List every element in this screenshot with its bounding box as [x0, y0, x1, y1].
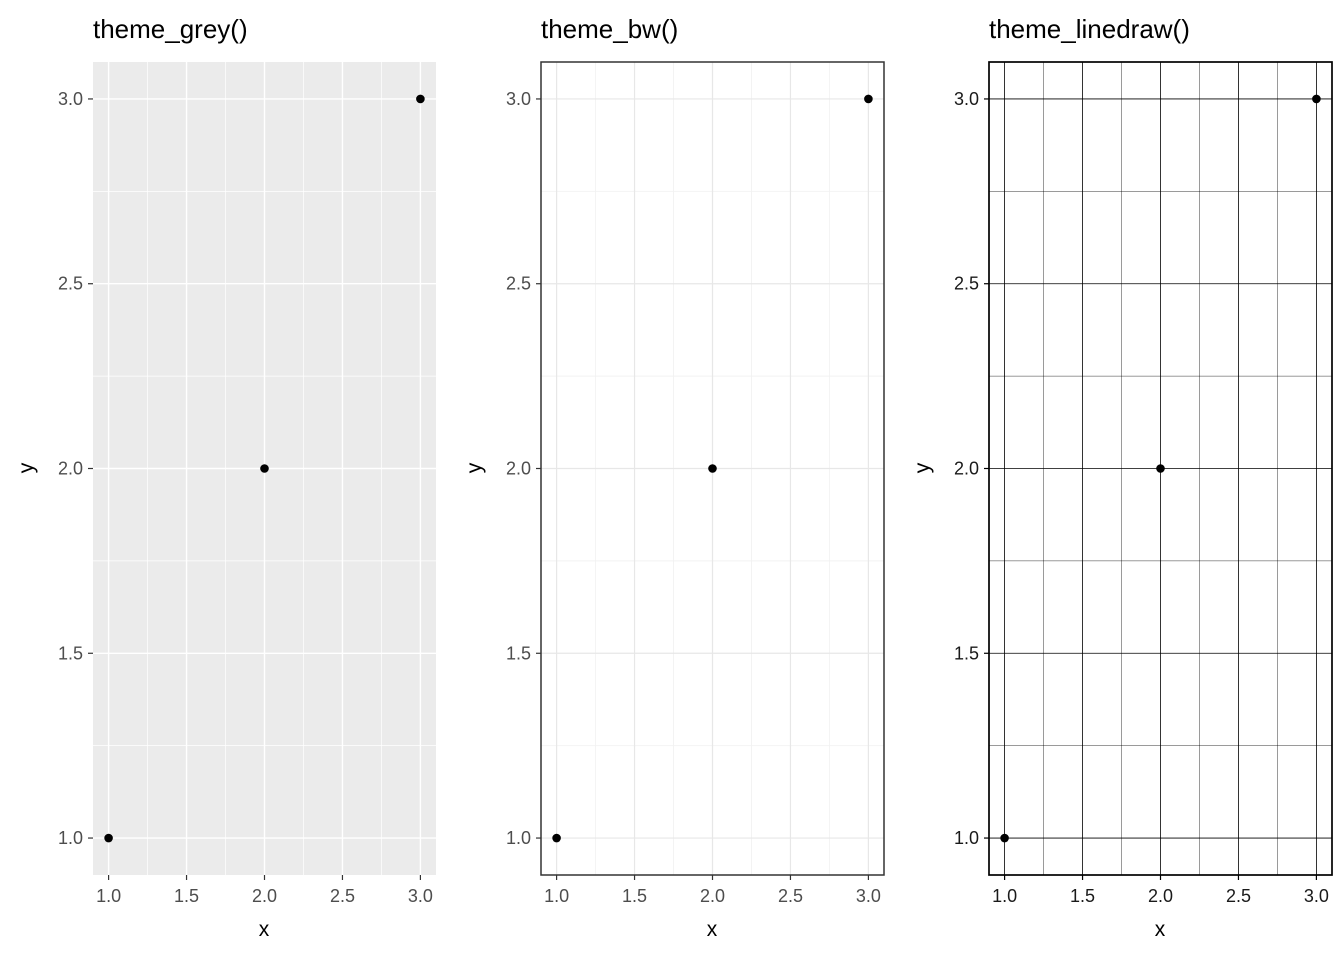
y-axis-label: y [463, 462, 486, 474]
chart-title: theme_linedraw() [989, 14, 1190, 44]
x-tick-label: 1.0 [544, 886, 569, 906]
x-tick-label: 2.5 [1226, 886, 1251, 906]
plot-panel-theme-linedraw: 1.0 1.5 2.0 2.5 3.0 1.0 1.5 2.0 2.5 3.0 [954, 61, 1333, 906]
plot-panel-theme-grey: 1.0 1.5 2.0 2.5 3.0 1.0 1.5 2.0 2.5 3.0 [58, 62, 436, 906]
x-tick-label: 2.0 [1148, 886, 1173, 906]
chart-theme-linedraw: 1.0 1.5 2.0 2.5 3.0 1.0 1.5 2.0 2.5 3.0 theme_lin… [896, 0, 1344, 960]
y-tick-label: 3.0 [58, 89, 83, 109]
x-axis-label: x [1154, 918, 1166, 941]
y-tick-label: 1.5 [954, 643, 979, 663]
y-tick-label: 2.0 [954, 459, 979, 479]
data-point [104, 833, 113, 843]
y-tick-label: 3.0 [506, 89, 531, 109]
data-point [552, 833, 561, 843]
y-tick-label: 1.0 [506, 828, 531, 848]
x-axis-label: x [706, 918, 718, 941]
data-point [1312, 94, 1321, 104]
x-tick-label: 2.0 [700, 886, 725, 906]
x-tick-label: 2.5 [778, 886, 803, 906]
x-tick-label: 1.0 [992, 886, 1017, 906]
y-tick-label: 1.5 [58, 643, 83, 663]
data-point [260, 464, 269, 473]
x-axis-label: x [258, 918, 270, 941]
y-tick-label: 2.0 [506, 459, 531, 479]
chart-title: theme_bw() [541, 14, 679, 44]
y-axis-label: y [15, 462, 38, 474]
data-point [416, 94, 425, 104]
data-point [864, 94, 873, 104]
y-tick-label: 1.0 [954, 828, 979, 848]
y-tick-label: 1.0 [58, 828, 83, 848]
plot-panel-theme-bw: 1.0 1.5 2.0 2.5 3.0 1.0 1.5 2.0 2.5 3.0 [506, 61, 885, 906]
y-tick-label: 1.5 [506, 643, 531, 663]
y-tick-label: 2.5 [506, 274, 531, 294]
y-axis-label: y [911, 462, 934, 474]
chart-theme-grey: 1.0 1.5 2.0 2.5 3.0 1.0 1.5 2.0 2.5 3.0 theme_gre… [0, 0, 448, 960]
chart-theme-bw: 1.0 1.5 2.0 2.5 3.0 1.0 1.5 2.0 2.5 3.0 theme_bw(… [448, 0, 896, 960]
data-point [1000, 833, 1009, 843]
y-tick-label: 3.0 [954, 89, 979, 109]
chart-title: theme_grey() [93, 14, 248, 44]
y-tick-label: 2.5 [954, 274, 979, 294]
data-point [1156, 464, 1165, 473]
data-point [708, 464, 717, 473]
y-tick-label: 2.0 [58, 459, 83, 479]
x-tick-label: 3.0 [408, 886, 433, 906]
y-tick-label: 2.5 [58, 274, 83, 294]
x-tick-label: 1.5 [174, 886, 199, 906]
x-tick-label: 3.0 [1304, 886, 1329, 906]
x-tick-label: 1.5 [1070, 886, 1095, 906]
x-tick-label: 2.0 [252, 886, 277, 906]
x-tick-label: 2.5 [330, 886, 355, 906]
x-tick-label: 3.0 [856, 886, 881, 906]
x-tick-label: 1.0 [96, 886, 121, 906]
x-tick-label: 1.5 [622, 886, 647, 906]
